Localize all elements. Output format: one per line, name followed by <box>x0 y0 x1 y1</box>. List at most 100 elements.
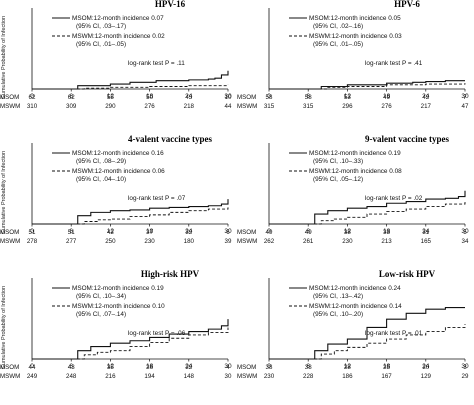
x-tick-label: 6 <box>306 228 310 235</box>
risk-table-cell: 44 <box>225 103 232 110</box>
risk-table-cell: 43 <box>185 94 192 101</box>
risk-table-label: MSWM <box>237 373 257 380</box>
risk-table-cell: 35 <box>107 364 114 371</box>
risk-table-cell: 25 <box>383 364 390 371</box>
legend-ci: (95% CI, .01–.05) <box>76 41 126 48</box>
legend-ci: (95% CI, .01–.05) <box>313 41 363 48</box>
panel-title: High-risk HPV <box>141 269 200 279</box>
risk-table-label: MSWM <box>0 103 20 110</box>
risk-table-cell: 42 <box>422 94 429 101</box>
panel-title: Low-risk HPV <box>379 269 436 279</box>
x-tick-label: 18 <box>146 363 154 370</box>
y-axis-label: Cumulative Probability of Infection <box>1 151 7 234</box>
risk-table-cell: 55 <box>107 94 114 101</box>
risk-table-cell: 249 <box>27 373 38 380</box>
risk-table-label: MSOM <box>0 229 19 236</box>
risk-table-cell: 277 <box>66 238 77 245</box>
x-tick-label: 18 <box>383 228 391 235</box>
risk-table-cell: 38 <box>344 229 351 236</box>
legend-entry: MSOM:12-month incidence 0.05 <box>309 15 401 22</box>
panel-high-risk: High-risk HPV Cumulative Probability of I… <box>0 269 237 405</box>
panel-title: HPV-16 <box>155 0 186 9</box>
legend-ci: (95% CI, .10–.33) <box>313 158 363 165</box>
risk-table-cell: 62 <box>29 94 36 101</box>
risk-table-cell: 30 <box>225 373 232 380</box>
risk-table-cell: 37 <box>146 229 153 236</box>
risk-table-cell: 194 <box>144 373 155 380</box>
series-line-mswm <box>32 207 229 225</box>
risk-table-label: MSWM <box>237 238 257 245</box>
km-plot-9-valent: 9-valent vaccine types 0 6 12 18 24 30 MSOM:12-… <box>237 134 469 245</box>
km-plot-high-risk: High-risk HPV Cumulative Probability of I… <box>0 269 232 380</box>
risk-table-cell: 216 <box>105 373 116 380</box>
legend-entry: MSWM:12-month incidence 0.14 <box>309 303 402 310</box>
series-line-msom <box>32 70 229 90</box>
risk-table-cell: 315 <box>264 103 275 110</box>
risk-table-cell: 230 <box>144 238 155 245</box>
log-rank-annotation: log-rank test P = .02 <box>365 195 423 202</box>
log-rank-annotation: log-rank test P = .01 <box>365 330 423 337</box>
km-plot-low-risk: Low-risk HPV 0 6 12 18 24 30 MSOM:12-month inci… <box>237 269 469 380</box>
legend-ci: (95% CI, .10–.34) <box>76 293 126 300</box>
risk-table-cell: 49 <box>383 94 390 101</box>
panel-title: 4-valent vaccine types <box>128 134 212 144</box>
risk-table-cell: 58 <box>266 94 273 101</box>
risk-table-cell: 262 <box>264 238 275 245</box>
x-tick-label: 0 <box>30 363 34 370</box>
legend-ci: (95% CI, .03–.17) <box>76 23 126 30</box>
risk-table-cell: 180 <box>184 238 195 245</box>
risk-table-cell: 4 <box>226 364 230 371</box>
legend-ci: (95% CI, .05–.12) <box>313 176 363 183</box>
risk-table-cell: 6 <box>226 229 230 236</box>
risk-table-cell: 38 <box>305 364 312 371</box>
risk-table-cell: 39 <box>225 238 232 245</box>
x-tick-label: 0 <box>30 228 34 235</box>
x-tick-label: 24 <box>422 93 430 100</box>
risk-table-cell: 165 <box>421 238 432 245</box>
panel-title: 9-valent vaccine types <box>365 134 449 144</box>
risk-table-cell: 32 <box>185 229 192 236</box>
risk-table-cell: 5 <box>463 229 467 236</box>
risk-table-cell: 43 <box>68 364 75 371</box>
risk-table-cell: 28 <box>344 364 351 371</box>
risk-table-cell: 296 <box>342 103 353 110</box>
legend-ci: (95% CI, .10–.20) <box>313 311 363 318</box>
risk-table-cell: 129 <box>421 373 432 380</box>
risk-table-label: MSOM <box>237 229 256 236</box>
risk-table-cell: 51 <box>68 229 75 236</box>
risk-table-cell: 58 <box>305 94 312 101</box>
risk-table-cell: 228 <box>303 373 314 380</box>
x-tick-label: 30 <box>461 93 469 100</box>
risk-table-cell: 309 <box>66 103 77 110</box>
x-tick-label: 0 <box>267 363 271 370</box>
risk-table-cell: 248 <box>66 373 77 380</box>
risk-table-cell: 276 <box>144 103 155 110</box>
risk-table-cell: 230 <box>342 238 353 245</box>
legend-ci: (95% CI, .13–.42) <box>313 293 363 300</box>
series-line-mswm <box>269 83 466 90</box>
x-tick-label: 12 <box>107 363 115 370</box>
x-tick-label: 0 <box>267 93 271 100</box>
series-line-mswm <box>32 327 229 360</box>
series-line-msom <box>32 199 229 225</box>
risk-table-label: MSWM <box>0 373 20 380</box>
series-line-msom <box>32 319 229 360</box>
legend-entry: MSOM:12-month incidence 0.19 <box>309 150 401 157</box>
risk-table-label: MSWM <box>237 103 257 110</box>
risk-table-cell: 50 <box>146 94 153 101</box>
risk-table-cell: 3 <box>463 364 467 371</box>
risk-table-cell: 290 <box>105 103 116 110</box>
risk-table-label: MSOM <box>0 364 19 371</box>
risk-table-cell: 278 <box>27 238 38 245</box>
risk-table-cell: 218 <box>184 103 195 110</box>
legend-entry: MSOM:12-month incidence 0.19 <box>72 285 164 292</box>
risk-table-cell: 261 <box>303 238 314 245</box>
series-line-mswm <box>32 84 229 90</box>
legend-entry: MSWM:12-month incidence 0.02 <box>72 33 165 40</box>
km-plot-hpv6: HPV-6 0 6 12 18 24 30 MSOM:12-month incidence 0… <box>237 0 469 110</box>
risk-table-cell: 20 <box>422 364 429 371</box>
log-rank-annotation: log-rank test P = .11 <box>128 60 185 67</box>
risk-table-cell: 29 <box>462 373 469 380</box>
legend-entry: MSWM:12-month incidence 0.10 <box>72 303 165 310</box>
risk-table-cell: 33 <box>383 229 390 236</box>
